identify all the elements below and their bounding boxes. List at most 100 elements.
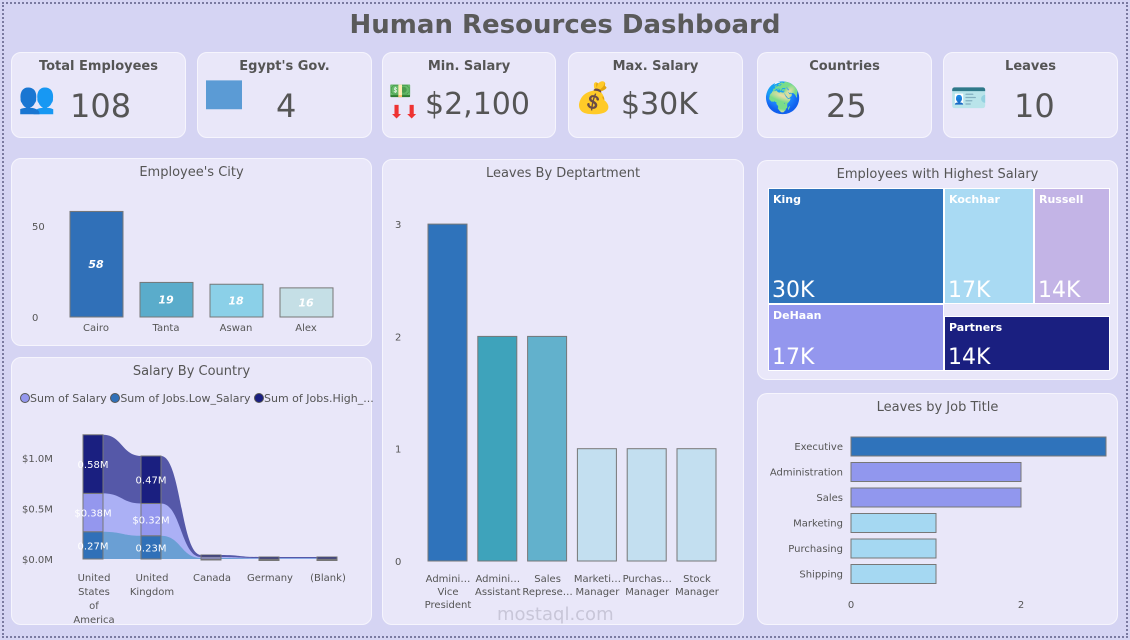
egypt-map-icon [206, 80, 242, 110]
tile-name: King [773, 193, 801, 206]
bar [850, 462, 1022, 482]
tile-value: 17K [948, 278, 991, 303]
data-label: $0.38M [74, 509, 111, 520]
bar-segment [316, 556, 338, 560]
bar [850, 436, 1107, 457]
bar-segment [82, 434, 104, 494]
treemap-tile[interactable]: DeHaan 17K [768, 304, 944, 371]
treemap-tile[interactable]: Kochhar 17K [944, 188, 1034, 304]
y-tick: 2 [395, 332, 401, 343]
x-tick: Admini… [475, 574, 520, 585]
y-tick: Marketing [793, 519, 843, 530]
bar [850, 564, 937, 584]
treemap-tile[interactable]: Partners 14K [944, 316, 1110, 371]
employee-city-chart: 0 50 58 Cairo 19 Tanta 18 Aswan 16 Alex [32, 210, 334, 334]
leave-card-icon: 🪪 [950, 81, 988, 116]
bar [279, 287, 334, 318]
bar [850, 538, 937, 559]
kpi-value: $2,100 [425, 87, 530, 122]
x-tick: Represe… [522, 587, 572, 598]
y-tick: Sales [816, 493, 843, 504]
kpi-value: 4 [276, 87, 297, 125]
kpi-total-employees[interactable]: Total Employees 👥 108 [11, 52, 186, 138]
x-tick: America [73, 615, 114, 626]
kpi-value: 10 [1014, 87, 1055, 125]
x-tick: Manager [625, 587, 670, 598]
y-tick: 0 [32, 313, 38, 324]
data-label: 18 [228, 295, 244, 308]
bar [69, 210, 124, 318]
bar [576, 448, 617, 562]
treemap-tile[interactable]: King 30K [768, 188, 944, 304]
bar [850, 487, 1022, 508]
bar [527, 335, 568, 562]
money-down-icon: 💵 ⬇⬇ [389, 81, 420, 123]
x-tick: Canada [193, 573, 231, 584]
data-label: $0.32M [132, 516, 169, 527]
tile-value: 14K [1038, 278, 1081, 303]
tile-value: 17K [772, 345, 815, 370]
kpi-countries[interactable]: Countries 🌍 25 [757, 52, 932, 138]
x-tick: Tanta [152, 323, 180, 334]
data-label: 16 [298, 296, 314, 309]
bar-segment [200, 554, 222, 558]
x-tick: Manager [575, 587, 620, 598]
chart-title: Employee's City [139, 165, 244, 180]
tile-name: Russell [1039, 193, 1084, 206]
kpi-value: 108 [70, 87, 132, 125]
employee-city-card: Employee's City 0 50 58 Cairo 19 Tanta 18 Aswan… [11, 158, 372, 346]
legend-dot [110, 393, 121, 403]
bar [626, 448, 667, 562]
tile-value: 30K [772, 278, 815, 303]
chart-legend: Sum of Salary Sum of Jobs.Low_Salary Sum… [20, 392, 374, 405]
watermark: mostaql.com [497, 604, 614, 625]
data-label: 0.23M [136, 543, 167, 554]
x-tick: United [136, 573, 169, 584]
kpi-value: $30K [621, 87, 698, 122]
kpi-egypt-gov[interactable]: Egypt's Gov. 4 [197, 52, 372, 138]
kpi-leaves[interactable]: Leaves 🪪 10 [943, 52, 1118, 138]
y-tick: Purchasing [788, 544, 843, 555]
y-tick: 1 [395, 445, 401, 456]
y-tick: $0.5M [22, 505, 53, 516]
kpi-value: 25 [826, 87, 867, 125]
data-label: 58 [88, 258, 104, 271]
tile-name: DeHaan [773, 309, 822, 322]
tile-name: Partners [949, 321, 1003, 334]
money-bag-icon: 💰 [575, 81, 613, 116]
salary-country-card: Salary By Country Sum of Salary Sum of J… [11, 357, 374, 626]
y-tick: $0.0M [22, 555, 53, 566]
legend-dot [20, 393, 30, 403]
data-label: 0.27M [78, 541, 109, 552]
bar-segment [140, 455, 162, 504]
y-tick: Executive [794, 442, 843, 453]
x-tick: 0 [848, 600, 854, 611]
bar [427, 223, 468, 562]
x-tick: Marketi… [574, 574, 621, 585]
x-tick: Kingdom [130, 587, 174, 598]
y-tick: 3 [395, 220, 401, 231]
x-tick: Cairo [83, 323, 109, 334]
legend-item[interactable]: Sum of Jobs.Low_Salary [120, 392, 251, 405]
employees-icon: 👥 [18, 81, 56, 116]
kpi-min-salary[interactable]: Min. Salary 💵 ⬇⬇ $2,100 [382, 52, 556, 138]
chart-title: Leaves By Deptartment [485, 166, 641, 181]
x-tick: of [89, 601, 99, 612]
bar [139, 281, 194, 318]
globe-icon: 🌍 [764, 81, 802, 116]
kpi-max-salary[interactable]: Max. Salary 💰 $30K [568, 52, 743, 138]
x-tick: Germany [247, 573, 293, 584]
legend-item[interactable]: Sum of Salary [30, 392, 107, 405]
salary-country-chart: $0.0M $0.5M $1.0M 0.27M 0.23M $0.38M $0.32M 0.5… [22, 434, 346, 626]
bar [209, 283, 264, 318]
kpi-label: Max. Salary [612, 59, 699, 74]
bar-segment [258, 556, 280, 560]
kpi-label: Egypt's Gov. [239, 59, 330, 74]
x-tick: Manager [675, 587, 720, 598]
y-tick: Shipping [799, 570, 843, 581]
kpi-label: Countries [809, 59, 880, 74]
legend-dot [254, 393, 264, 403]
treemap-tile[interactable]: Russell 14K [1034, 188, 1110, 304]
bar [850, 513, 937, 533]
legend-item[interactable]: Sum of Jobs.High_... [264, 392, 374, 405]
